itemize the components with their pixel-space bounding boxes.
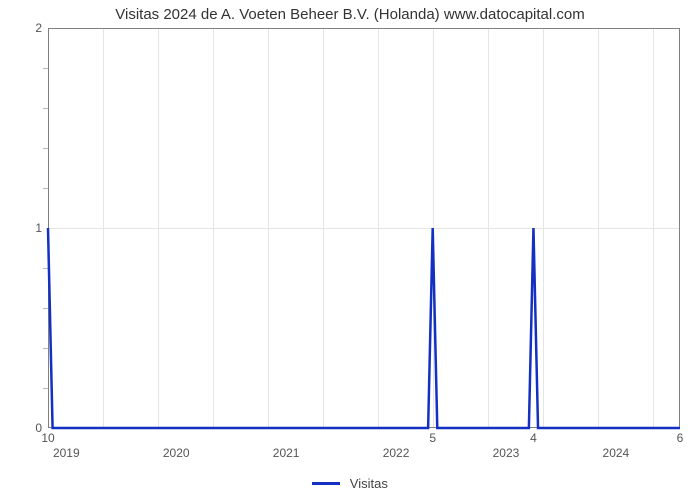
x-secondary-label: 6 <box>677 431 684 445</box>
x-tick-label: 2021 <box>273 446 300 460</box>
legend: Visitas <box>0 475 700 491</box>
legend-label: Visitas <box>350 476 388 491</box>
series-line <box>48 28 680 428</box>
plot-area: 01220192020202120222023202410546 <box>48 28 680 428</box>
y-tick-label: 1 <box>12 221 42 235</box>
x-tick-label: 2022 <box>383 446 410 460</box>
x-tick-label: 2023 <box>493 446 520 460</box>
x-secondary-label: 4 <box>530 431 537 445</box>
legend-swatch <box>312 482 340 485</box>
x-tick-label: 2020 <box>163 446 190 460</box>
x-tick-label: 2019 <box>53 446 80 460</box>
x-secondary-label: 5 <box>429 431 436 445</box>
y-tick-label: 2 <box>12 21 42 35</box>
y-tick-label: 0 <box>12 421 42 435</box>
chart-title: Visitas 2024 de A. Voeten Beheer B.V. (H… <box>0 6 700 23</box>
x-tick-label: 2024 <box>603 446 630 460</box>
chart-container: Visitas 2024 de A. Voeten Beheer B.V. (H… <box>0 0 700 500</box>
x-secondary-label: 10 <box>41 431 54 445</box>
